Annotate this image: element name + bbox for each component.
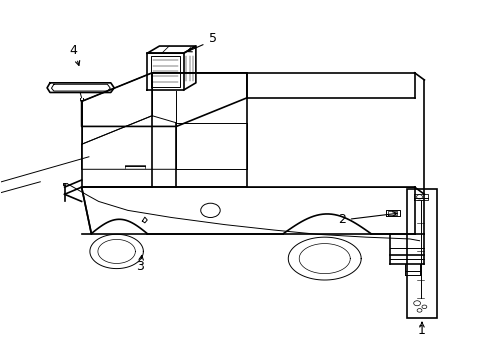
Bar xyxy=(407,189,436,318)
Text: 4: 4 xyxy=(69,44,77,57)
Text: 2: 2 xyxy=(337,213,345,226)
Text: 5: 5 xyxy=(208,32,217,45)
Text: 1: 1 xyxy=(417,324,425,337)
Text: 3: 3 xyxy=(136,260,143,273)
